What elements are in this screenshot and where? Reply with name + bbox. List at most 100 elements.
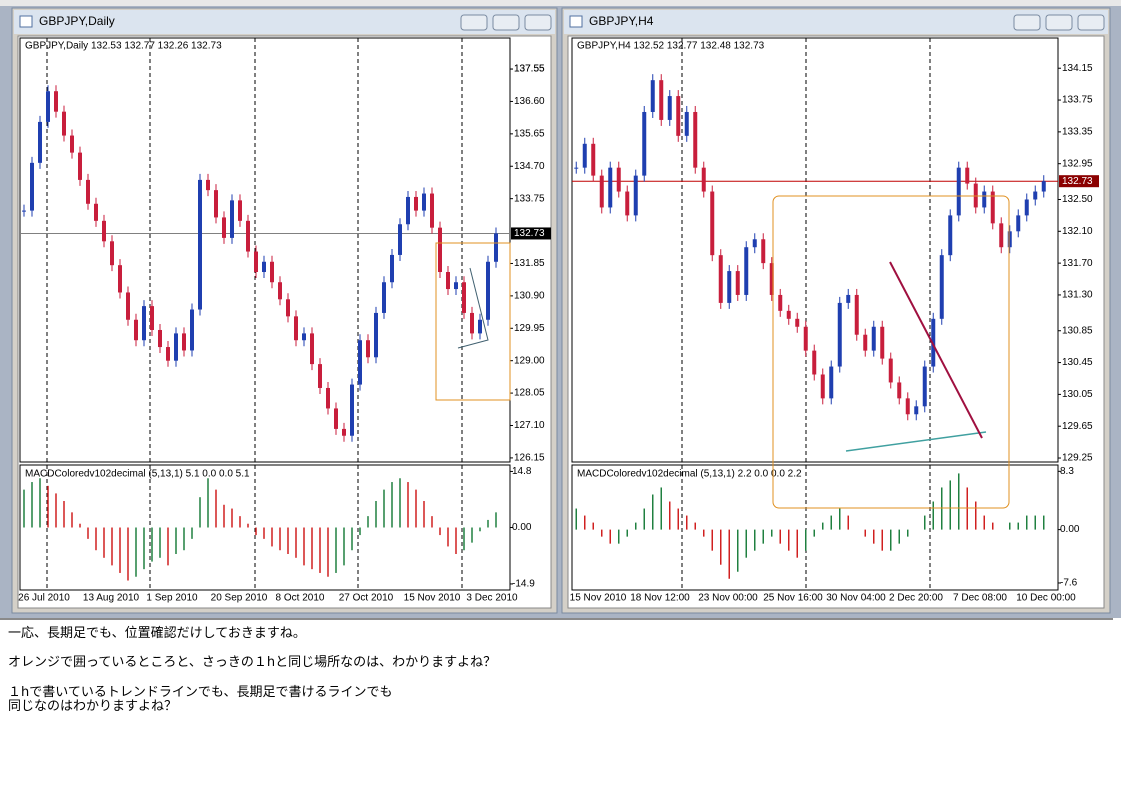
- x-tick-label: 1 Sep 2010: [146, 593, 198, 604]
- x-tick-label: 2 Dec 20:00: [889, 593, 943, 604]
- candle: [70, 135, 74, 153]
- candle: [350, 384, 354, 436]
- candle: [922, 366, 927, 407]
- candle: [222, 217, 226, 238]
- window-button[interactable]: [492, 14, 520, 31]
- window-icon: [569, 15, 583, 28]
- candle: [965, 167, 970, 184]
- candle: [38, 121, 42, 163]
- current-price-label: 132.73: [1062, 176, 1093, 187]
- candle: [86, 179, 90, 204]
- candle: [94, 203, 98, 221]
- candle: [871, 326, 876, 351]
- y-tick-label: 130.05: [1062, 389, 1093, 400]
- candle: [803, 326, 808, 351]
- candle: [905, 398, 910, 415]
- macd-tick-label: 8.3: [1060, 466, 1074, 477]
- candle: [294, 316, 298, 341]
- window-button[interactable]: [1045, 14, 1073, 31]
- y-tick-label: 131.85: [514, 258, 545, 269]
- candle: [693, 111, 698, 168]
- window-button[interactable]: [460, 14, 488, 31]
- candle: [642, 111, 647, 176]
- y-tick-label: 135.65: [514, 128, 545, 139]
- candle: [262, 261, 266, 273]
- candle: [54, 91, 58, 112]
- candle: [718, 255, 723, 303]
- candle: [414, 196, 418, 211]
- x-tick-label: 10 Dec 00:00: [1016, 593, 1076, 604]
- candle: [727, 271, 732, 303]
- x-tick-label: 25 Nov 16:00: [763, 593, 823, 604]
- candle: [270, 261, 274, 283]
- candle: [366, 340, 370, 358]
- candle: [182, 333, 186, 351]
- x-tick-label: 26 Jul 2010: [18, 593, 70, 604]
- macd-label: MACDColoredv102decimal (5,13,1) 2.2 0.0 …: [577, 469, 802, 480]
- candle: [454, 282, 458, 290]
- candle: [302, 333, 306, 341]
- annotation-box: [772, 195, 1010, 509]
- window-button[interactable]: [1077, 14, 1105, 31]
- candle: [1024, 199, 1029, 216]
- candle: [462, 282, 466, 313]
- candle: [761, 239, 766, 264]
- candle: [158, 329, 162, 348]
- candle: [914, 406, 919, 415]
- candle: [735, 271, 740, 295]
- y-tick-label: 129.95: [514, 323, 545, 334]
- candle: [880, 326, 885, 359]
- y-tick-label: 134.70: [514, 161, 545, 172]
- candle: [829, 366, 834, 399]
- candle: [446, 272, 450, 290]
- candle: [744, 247, 749, 295]
- candle: [198, 179, 202, 310]
- candle: [778, 294, 783, 311]
- y-tick-label: 127.10: [514, 420, 545, 431]
- candle: [650, 80, 655, 112]
- x-tick-label: 3 Dec 2010: [466, 593, 518, 604]
- candle: [837, 302, 842, 367]
- x-tick-label: 23 Nov 00:00: [698, 593, 758, 604]
- y-tick-label: 136.60: [514, 96, 545, 107]
- comment-area: 一応、長期足でも、位置確認だけしておきますね。 オレンジで囲っているところと、さ…: [0, 618, 1113, 787]
- candle: [854, 294, 859, 335]
- candle: [494, 233, 498, 262]
- window-button[interactable]: [1013, 14, 1041, 31]
- macd-tick-label: 0.00: [512, 522, 532, 533]
- candle: [1033, 191, 1038, 200]
- x-tick-label: 15 Nov 2010: [570, 593, 627, 604]
- candle: [659, 80, 664, 120]
- candle: [326, 387, 330, 409]
- candle: [990, 191, 995, 224]
- candle: [254, 251, 258, 273]
- y-tick-label: 126.15: [514, 453, 545, 464]
- window-button[interactable]: [524, 14, 552, 31]
- candle: [374, 312, 378, 358]
- candle: [406, 196, 410, 225]
- trendline: [457, 267, 489, 349]
- candle: [286, 299, 290, 317]
- y-tick-label: 130.45: [1062, 357, 1093, 368]
- candle: [948, 215, 953, 256]
- chart-info: GBPJPY,Daily 132.53 132.77 132.26 132.73: [25, 41, 222, 52]
- x-tick-label: 18 Nov 12:00: [630, 593, 690, 604]
- candle: [358, 340, 362, 385]
- window-icon: [19, 15, 33, 28]
- chart-info: GBPJPY,H4 132.52 132.77 132.48 132.73: [577, 41, 765, 52]
- y-tick-label: 128.05: [514, 388, 545, 399]
- x-tick-label: 15 Nov 2010: [404, 593, 461, 604]
- y-tick-label: 137.55: [514, 64, 545, 75]
- candle: [62, 111, 66, 136]
- candle: [78, 152, 82, 180]
- y-tick-label: 131.70: [1062, 258, 1093, 269]
- x-tick-label: 13 Aug 2010: [83, 593, 140, 604]
- candle: [786, 310, 791, 319]
- candle: [110, 241, 114, 266]
- candle: [1007, 231, 1012, 248]
- candle: [398, 224, 402, 255]
- y-tick-label: 133.35: [1062, 127, 1093, 138]
- y-tick-label: 129.00: [514, 355, 545, 366]
- x-tick-label: 20 Sep 2010: [211, 593, 268, 604]
- x-tick-label: 7 Dec 08:00: [953, 593, 1007, 604]
